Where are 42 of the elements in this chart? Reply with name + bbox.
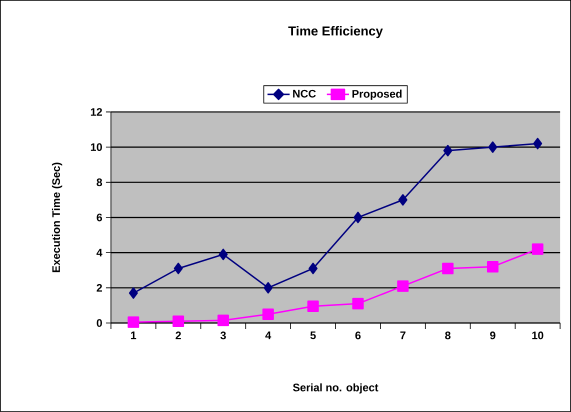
x-tick-label: 5 <box>310 332 316 340</box>
legend-label: Proposed <box>352 90 402 100</box>
x-tick-label: 3 <box>220 332 226 340</box>
point <box>174 262 183 274</box>
y-tick-label: 12 <box>90 108 102 116</box>
y-tick-label: 6 <box>96 214 102 222</box>
y-tick-label: 8 <box>96 178 102 186</box>
point <box>264 282 273 294</box>
point <box>352 298 364 310</box>
x-tick-label: 1 <box>131 332 136 340</box>
chart-title: Time Efficiency <box>288 26 383 38</box>
x-tick-label: 9 <box>490 332 496 340</box>
x-axis-title: Serial no. object <box>292 383 378 394</box>
point <box>442 262 454 274</box>
point <box>217 314 229 326</box>
point <box>172 316 184 328</box>
y-tick-label: 2 <box>96 284 102 292</box>
x-tick-label: 2 <box>176 332 181 340</box>
point <box>486 261 498 273</box>
y-axis-title: Execution Time (Sec) <box>52 162 62 272</box>
point <box>307 300 319 312</box>
point <box>262 308 274 320</box>
y-tick-label: 4 <box>96 248 102 256</box>
x-tick-label: 8 <box>445 332 451 340</box>
point <box>533 138 542 150</box>
point <box>398 194 408 206</box>
x-tick-label: 4 <box>265 332 272 340</box>
x-tick-label: 6 <box>355 332 361 340</box>
point <box>128 316 140 328</box>
point <box>308 262 318 274</box>
point <box>397 280 409 292</box>
legend-label: NCC <box>293 90 316 98</box>
x-tick-label: 7 <box>400 332 406 340</box>
y-tick-label: 10 <box>90 143 102 152</box>
point <box>443 144 452 156</box>
point <box>353 212 362 224</box>
point <box>218 248 228 260</box>
point <box>488 141 498 153</box>
point <box>128 287 138 299</box>
x-tick-label: 10 <box>532 332 544 340</box>
point <box>532 243 544 255</box>
y-tick-label: 0 <box>96 319 102 327</box>
